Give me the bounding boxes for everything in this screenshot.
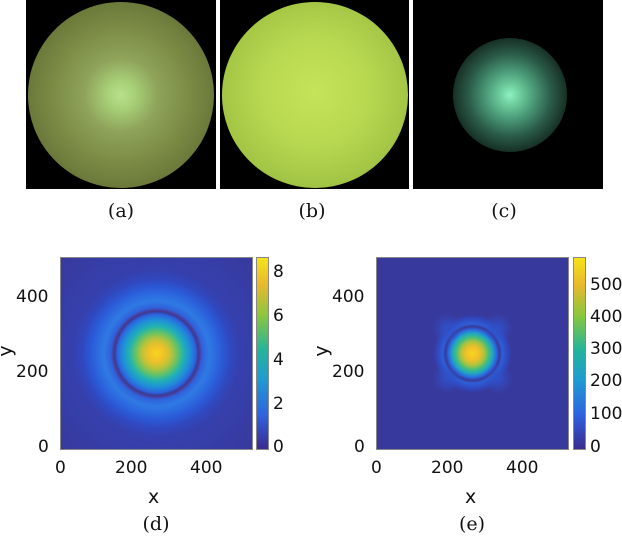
cbar-tick-d-8: 8 — [273, 262, 284, 282]
ylabel-e: y — [310, 345, 333, 357]
heatmap-d — [60, 257, 253, 450]
cbar-tick-d-4: 4 — [273, 350, 284, 370]
ytick-e-200: 200 — [332, 362, 365, 382]
xtick-e-0: 0 — [371, 458, 382, 478]
ytick-e-400: 400 — [332, 287, 365, 307]
colorbar-d — [256, 257, 269, 450]
cbar-tick-d-0: 0 — [273, 437, 284, 457]
cbar-tick-e-500: 500 — [590, 275, 622, 295]
cbar-tick-e-100: 100 — [590, 404, 622, 424]
ytick-d-0: 0 — [38, 437, 49, 457]
cbar-tick-e-0: 0 — [590, 437, 601, 457]
cbar-tick-d-6: 6 — [273, 306, 284, 326]
ytick-e-0: 0 — [354, 437, 365, 457]
colorbar-e — [573, 257, 586, 450]
xlabel-d: x — [148, 486, 160, 508]
ytick-d-200: 200 — [16, 362, 49, 382]
cbar-tick-e-300: 300 — [590, 339, 622, 359]
caption-b: (b) — [298, 200, 326, 222]
xtick-d-200: 200 — [115, 458, 148, 478]
image-panel-a — [26, 0, 216, 189]
xlabel-e: x — [465, 486, 477, 508]
heatmap-e — [376, 257, 569, 450]
xtick-d-0: 0 — [55, 458, 66, 478]
image-panel-b — [220, 0, 409, 189]
caption-c: (c) — [491, 200, 517, 222]
cbar-tick-e-200: 200 — [590, 371, 622, 391]
ylabel-d: y — [0, 345, 17, 356]
xtick-d-400: 400 — [190, 458, 223, 478]
caption-a: (a) — [107, 200, 135, 222]
image-panel-c — [413, 0, 603, 189]
cbar-tick-d-2: 2 — [273, 394, 284, 414]
caption-e: (e) — [458, 513, 486, 535]
caption-d: (d) — [142, 513, 170, 535]
ytick-d-400: 400 — [16, 287, 49, 307]
cbar-tick-e-400: 400 — [590, 307, 622, 327]
xtick-e-400: 400 — [506, 458, 539, 478]
xtick-e-200: 200 — [431, 458, 464, 478]
